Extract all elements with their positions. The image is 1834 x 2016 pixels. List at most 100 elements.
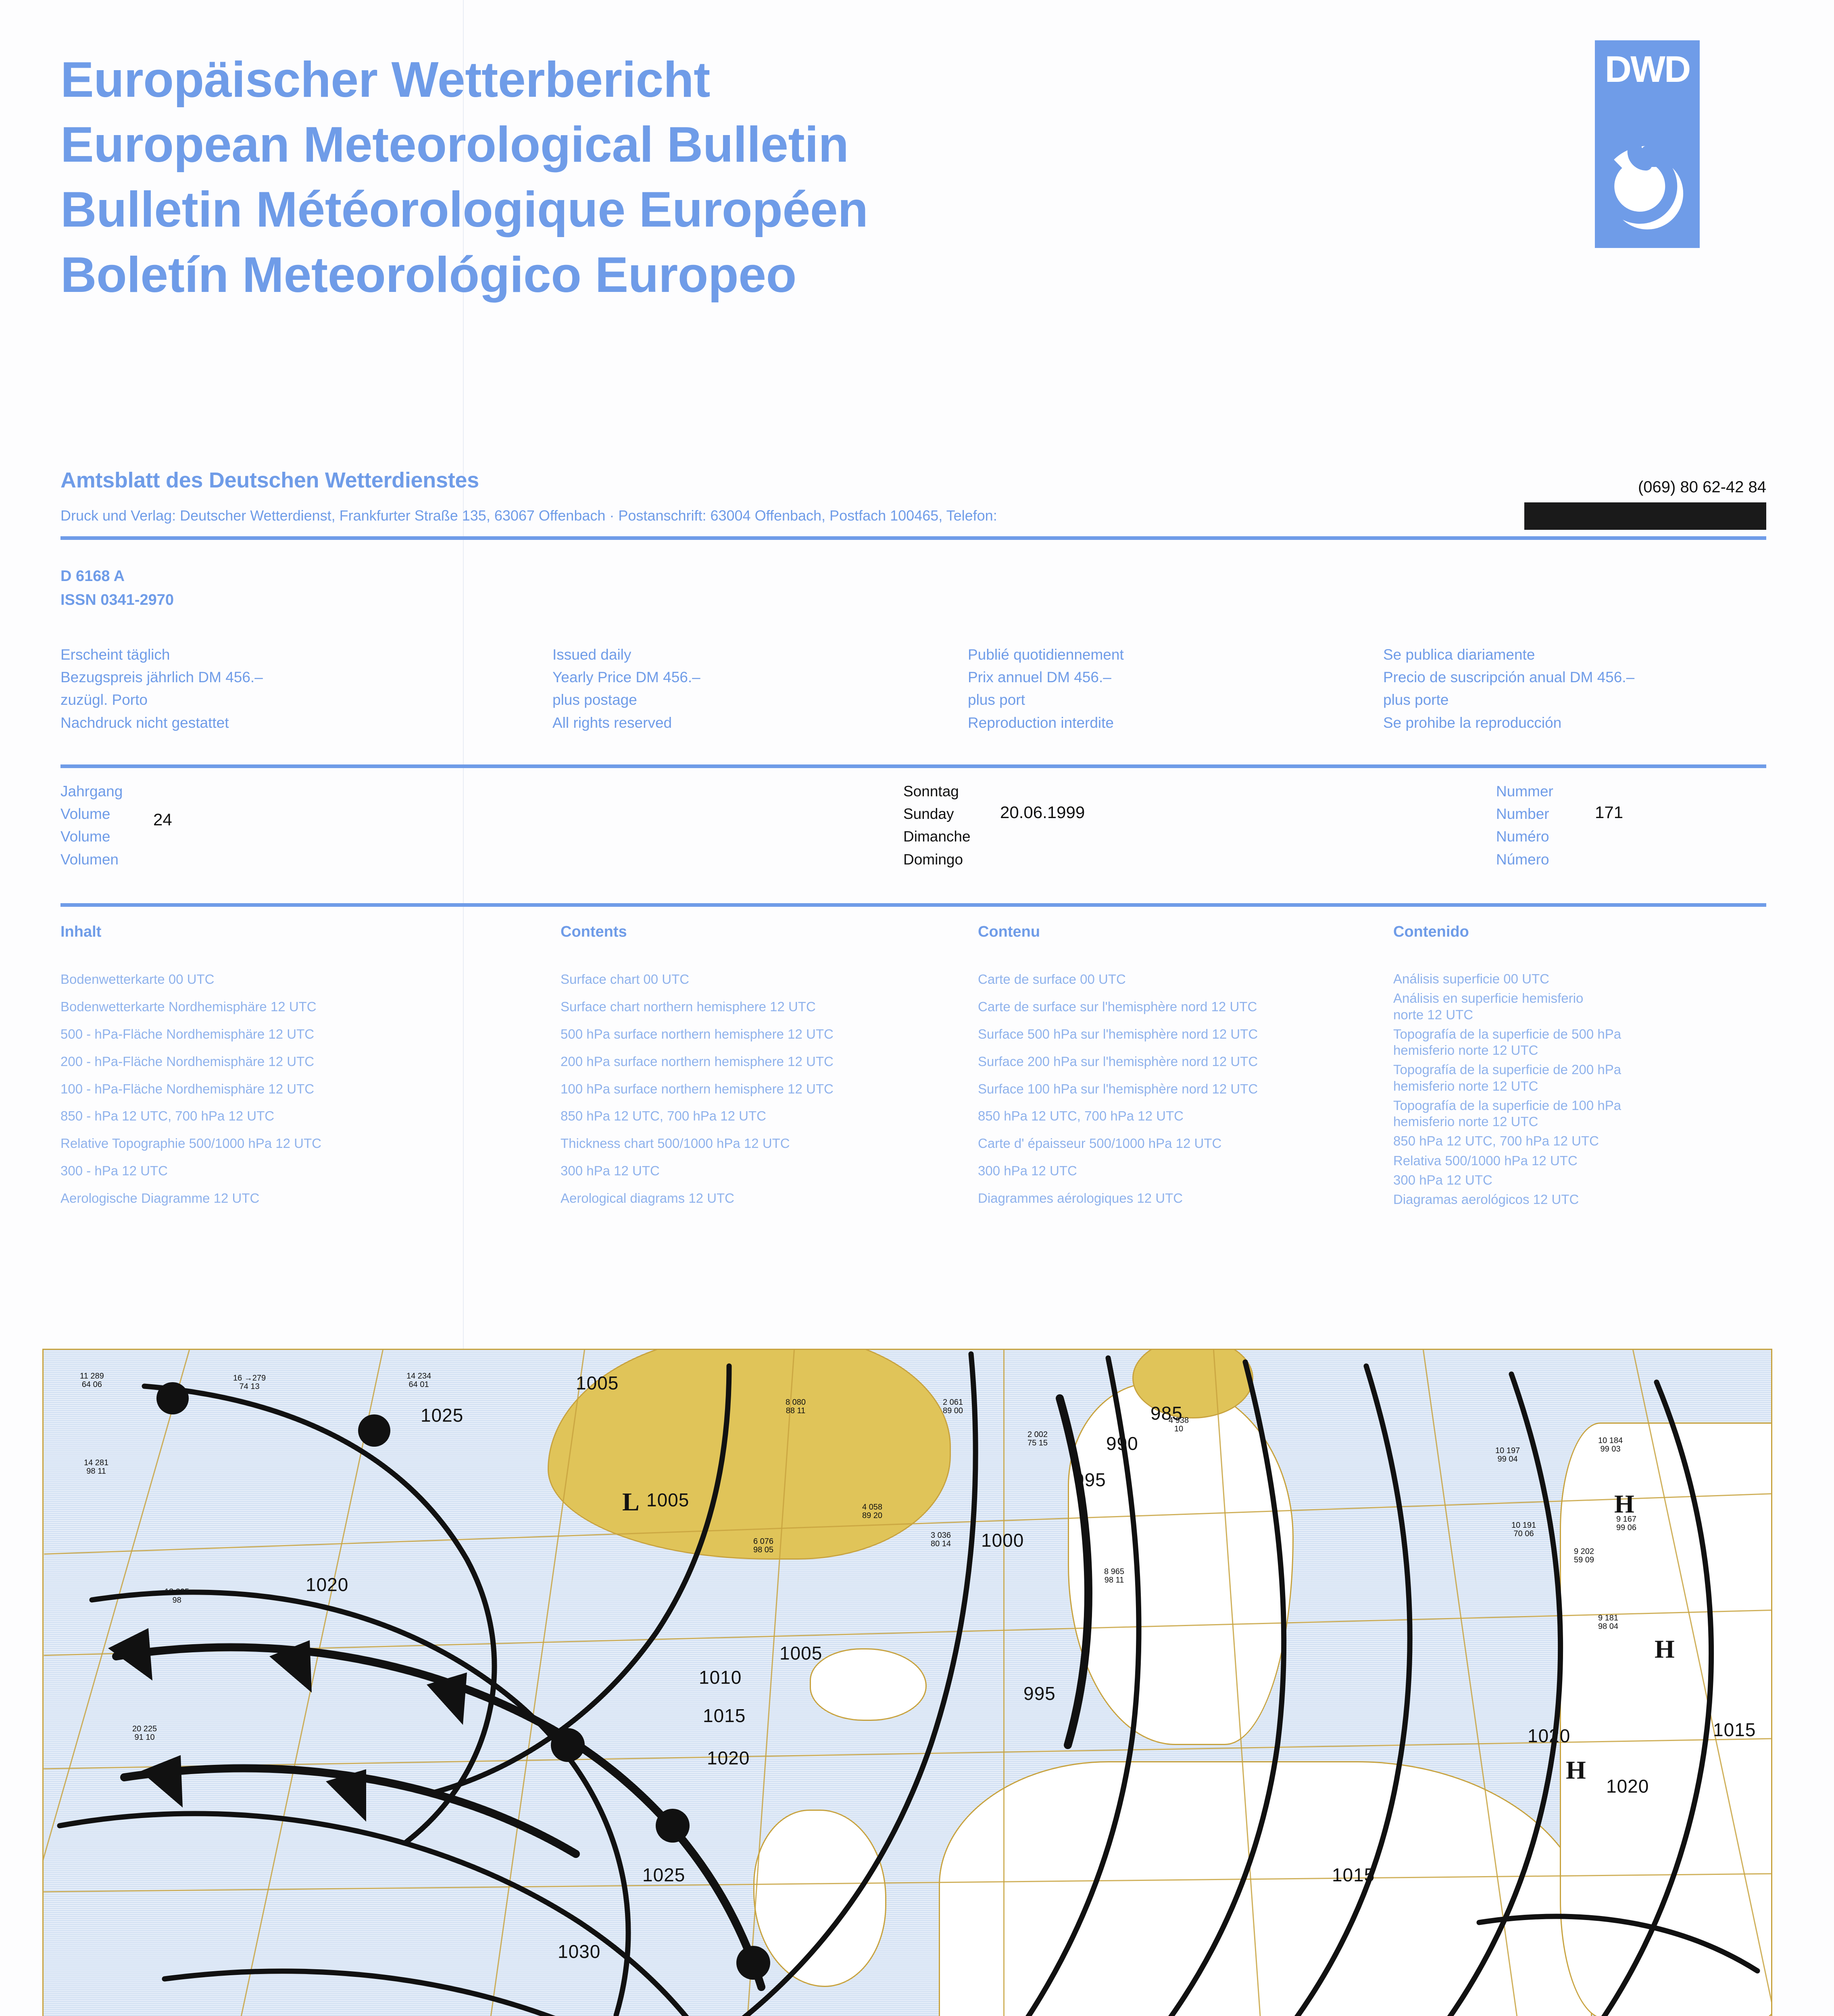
contents-item-en-3: 200 hPa surface northern hemisphere 12 U…	[561, 1054, 834, 1069]
subscription-de-2: zuzügl. Porto	[60, 691, 148, 708]
subscription-de-3: Nachdruck nicht gestattet	[60, 714, 229, 731]
contents-item-es-2: Topografía de la superficie de 500 hPa h…	[1393, 1026, 1621, 1058]
contents-item-fr-6: Carte d' épaisseur 500/1000 hPa 12 UTC	[978, 1136, 1222, 1151]
issue-date: 20.06.1999	[1000, 803, 1085, 822]
contents-heading-fr: Contenu	[978, 923, 1040, 940]
station-plot: 11 289 64 06	[80, 1372, 104, 1389]
paper-fold-line	[463, 0, 464, 2016]
subscription-terms: Erscheint täglich Bezugspreis jährlich D…	[60, 644, 1766, 734]
publisher-row: Druck und Verlag: Deutscher Wetterdienst…	[60, 478, 1766, 533]
graticule-meridian-5	[1003, 1350, 1005, 2016]
station-plot: 14 281 98 11	[84, 1458, 109, 1476]
subscription-es-0: Se publica diariamente	[1383, 646, 1535, 663]
isobar-label: 995	[1074, 1469, 1106, 1490]
subscription-en-1: Yearly Price DM 456.–	[552, 669, 700, 686]
issn-number: ISSN 0341-2970	[60, 591, 174, 608]
contents-item-es-5: 850 hPa 12 UTC, 700 hPa 12 UTC	[1393, 1133, 1599, 1149]
contents-col-de: Inhalt Bodenwetterkarte 00 UTC Bodenwett…	[60, 923, 561, 1217]
subscription-es-3: Se prohibe la reproducción	[1383, 714, 1562, 731]
volume-label-de: Jahrgang	[60, 783, 123, 800]
contents-item-en-7: 300 hPa 12 UTC	[561, 1163, 660, 1179]
contents-col-es: Contenido Análisis superficie 00 UTC Aná…	[1393, 923, 1774, 1217]
contents-item-fr-3: Surface 200 hPa sur l'hemisphère nord 12…	[978, 1054, 1258, 1069]
station-plot: 8 080 88 11	[786, 1398, 806, 1415]
contents-item-es-0: Análisis superficie 00 UTC	[1393, 971, 1549, 986]
contents-item-fr-7: 300 hPa 12 UTC	[978, 1163, 1077, 1179]
isobar-label: 1020	[1528, 1725, 1571, 1746]
contents-item-de-6: Relative Topographie 500/1000 hPa 12 UTC	[60, 1136, 321, 1151]
number-label-en: Number	[1496, 806, 1549, 823]
station-plot: 8 965 98 11	[1104, 1567, 1125, 1585]
divider-rule-3	[60, 903, 1766, 907]
number-label-de: Nummer	[1496, 783, 1553, 800]
official-journal-title: Amtsblatt des Deutschen Wetterdienstes	[60, 468, 479, 492]
pressure-center-high: H	[1614, 1489, 1634, 1518]
isobar-label: 1025	[642, 1864, 686, 1885]
contents-item-de-3: 200 - hPa-Fläche Nordhemisphäre 12 UTC	[60, 1054, 315, 1069]
date-label-de: Sonntag	[903, 783, 959, 800]
isobar-label: 1030	[558, 1941, 601, 1962]
subscription-fr-0: Publié quotidiennement	[968, 646, 1124, 663]
divider-rule-2	[60, 764, 1766, 768]
contents-item-fr-1: Carte de surface sur l'hemisphère nord 1…	[978, 999, 1257, 1014]
issue-number: 171	[1595, 803, 1624, 822]
contents-item-de-1: Bodenwetterkarte Nordhemisphäre 12 UTC	[60, 999, 317, 1014]
pressure-center-low: L	[622, 1487, 640, 1516]
isobar-label: 1015	[1332, 1864, 1375, 1885]
number-label-es: Número	[1496, 851, 1549, 868]
dwd-logo-text: DWD	[1605, 49, 1691, 90]
volume-labels: Jahrgang Volume Volume Volumen	[60, 780, 123, 871]
contents-col-en: Contents Surface chart 00 UTC Surface ch…	[561, 923, 978, 1217]
station-plot: 20 225 91 10	[132, 1724, 157, 1742]
contents-item-fr-5: 850 hPa 12 UTC, 700 hPa 12 UTC	[978, 1108, 1184, 1124]
title-line-es: Boletín Meteorológico Europeo	[60, 247, 796, 303]
contents-heading-de: Inhalt	[60, 923, 102, 940]
isobar-label: 1020	[306, 1574, 349, 1595]
station-plot: 14 234 64 01	[406, 1372, 431, 1389]
issn-block: D 6168 A ISSN 0341-2970	[60, 564, 174, 612]
station-plot: 10 184 99 03	[1598, 1436, 1623, 1454]
station-plot: 13 205 98	[165, 1587, 190, 1605]
date-label-en: Sunday	[903, 806, 954, 823]
imprint-block: Amtsblatt des Deutschen Wetterdienstes D…	[60, 468, 1766, 533]
station-plot: 4 058 89 20	[862, 1503, 883, 1520]
volume-label-es: Volumen	[60, 851, 119, 868]
subscription-en-2: plus postage	[552, 691, 637, 708]
publisher-line: Druck und Verlag: Deutscher Wetterdienst…	[60, 507, 997, 524]
subscription-de-0: Erscheint täglich	[60, 646, 170, 663]
d-number: D 6168 A	[60, 568, 125, 585]
isobar-label: 1020	[707, 1747, 750, 1768]
station-plot: 2 002 75 15	[1027, 1430, 1048, 1447]
isobar-label: 1000	[981, 1530, 1024, 1551]
masthead: Europäischer Wetterbericht European Mete…	[60, 48, 1496, 308]
pressure-center-high: H	[507, 2011, 527, 2016]
spiral-cyclone-icon	[1595, 127, 1700, 248]
title-line-de: Europäischer Wetterbericht	[60, 52, 710, 108]
contents-item-en-4: 100 hPa surface northern hemisphere 12 U…	[561, 1081, 834, 1096]
isobar-label: 1025	[421, 1405, 464, 1426]
contents-item-en-1: Surface chart northern hemisphere 12 UTC	[561, 999, 816, 1014]
volume-label-en: Volume	[60, 806, 110, 823]
subscription-en-0: Issued daily	[552, 646, 631, 663]
station-plot: 9 202 59 09	[1574, 1547, 1594, 1564]
isobar-label: 1020	[1606, 1776, 1649, 1797]
contents-item-en-2: 500 hPa surface northern hemisphere 12 U…	[561, 1026, 834, 1041]
issue-row: Jahrgang Volume Volume Volumen 24 Sonnta…	[60, 780, 1766, 897]
isobar-label: 1005	[646, 1489, 690, 1510]
contents-item-es-4: Topografía de la superficie de 100 hPa h…	[1393, 1098, 1621, 1129]
station-plot: 2 061 89 00	[943, 1398, 963, 1415]
landmass-british-isles	[753, 1810, 886, 1987]
contents-item-de-7: 300 - hPa 12 UTC	[60, 1163, 168, 1179]
subscription-de-1: Bezugspreis jährlich DM 456.–	[60, 669, 263, 686]
station-plot: 16 →279 74 13	[233, 1374, 266, 1391]
isobar-label: 985	[1150, 1403, 1183, 1424]
isobar-and-front-overlay	[57, 1351, 1760, 2016]
subscription-col-en: Issued daily Yearly Price DM 456.– plus …	[552, 644, 968, 734]
surface-chart-map[interactable]: 1005 1025 985 990 995 1005 1000 1020 100…	[42, 1349, 1772, 2016]
contents-heading-es: Contenido	[1393, 923, 1469, 940]
landmass-scandinavia	[1068, 1382, 1294, 1745]
isobar-label: 1005	[779, 1643, 823, 1664]
title-line-fr: Bulletin Météorologique Européen	[60, 182, 868, 238]
dwd-logo: DWD	[1595, 40, 1712, 339]
